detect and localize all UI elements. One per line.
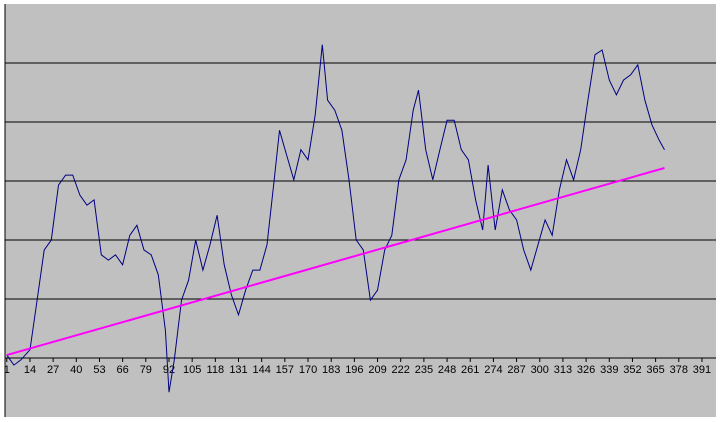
x-tick-label: 365 <box>646 364 664 376</box>
x-tick-label: 144 <box>253 364 271 376</box>
x-tick-label: 157 <box>276 364 294 376</box>
x-tick-label: 378 <box>670 364 688 376</box>
x-tick-label: 352 <box>623 364 641 376</box>
x-tick-label: 53 <box>93 364 105 376</box>
x-tick-label: 14 <box>24 364 36 376</box>
x-tick-label: 222 <box>392 364 410 376</box>
x-tick-label: 326 <box>577 364 595 376</box>
x-tick-label: 313 <box>554 364 572 376</box>
x-tick-label: 339 <box>600 364 618 376</box>
x-tick-label: 1 <box>4 364 10 376</box>
x-tick-label: 274 <box>484 364 502 376</box>
x-tick-label: 261 <box>461 364 479 376</box>
x-tick-label: 170 <box>299 364 317 376</box>
x-tick-label: 196 <box>345 364 363 376</box>
line-series <box>6 44 665 393</box>
x-tick-label: 105 <box>183 364 201 376</box>
x-tick-label: 66 <box>117 364 129 376</box>
x-tick-label: 235 <box>415 364 433 376</box>
x-tick-label: 183 <box>322 364 340 376</box>
line-series <box>6 167 665 357</box>
x-tick-label: 27 <box>47 364 59 376</box>
x-tick-label: 131 <box>229 364 247 376</box>
plot-area <box>5 4 716 417</box>
x-tick-label: 248 <box>438 364 456 376</box>
x-tick-label: 300 <box>531 364 549 376</box>
x-tick-label: 79 <box>140 364 152 376</box>
x-tick-label: 209 <box>368 364 386 376</box>
x-tick-label: 287 <box>507 364 525 376</box>
x-tick-label: 40 <box>70 364 82 376</box>
x-tick-label: 118 <box>207 364 225 376</box>
x-tick-label: 391 <box>693 364 711 376</box>
